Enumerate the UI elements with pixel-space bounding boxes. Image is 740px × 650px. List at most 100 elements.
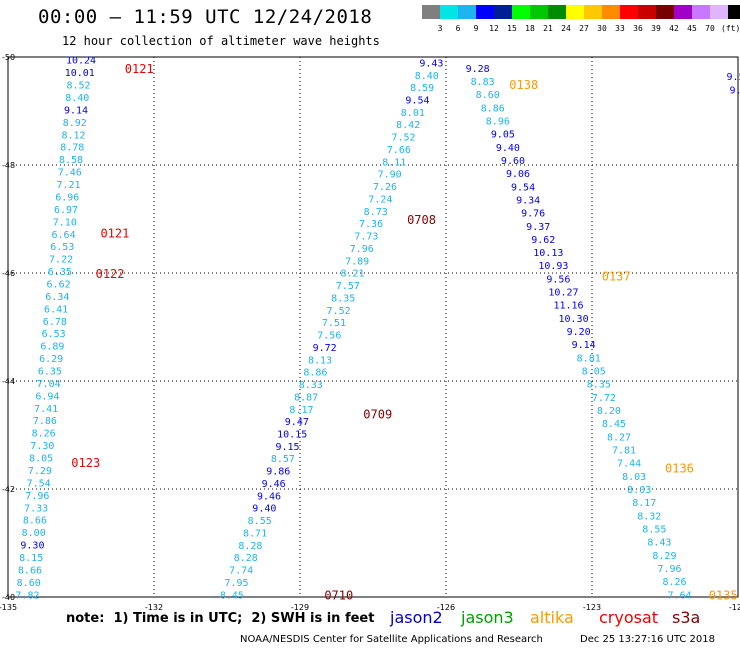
wave-height-value: 10.15	[277, 429, 307, 440]
wave-height-value: 6.41	[44, 304, 68, 315]
scale-swatch	[620, 5, 638, 19]
scale-swatch	[584, 5, 602, 19]
wave-height-value: 8.55	[248, 516, 272, 527]
wave-height-value: 8.42	[396, 120, 420, 131]
pass-time-label: 0121	[100, 227, 129, 241]
wave-height-value: 7.66	[387, 145, 411, 156]
wave-height-value: 6.94	[35, 391, 59, 402]
wave-height-value: 8.87	[294, 392, 318, 403]
scale-unit-label: (ft)	[721, 24, 740, 33]
wave-height-value: 7.54	[27, 478, 51, 489]
wave-height-value: 8.29	[652, 551, 676, 562]
latitude-tick-label: -50	[2, 53, 15, 62]
wave-height-value: 8.32	[637, 511, 661, 522]
wave-height-value: 7.41	[34, 404, 58, 415]
wave-height-value: 9.46	[262, 479, 286, 490]
scale-swatch	[638, 5, 656, 19]
pass-time-label: 0710	[324, 588, 353, 602]
wave-height-value: 10.24	[66, 56, 96, 67]
scale-tick-label: 45	[687, 24, 697, 33]
scale-tick-label: 27	[579, 24, 589, 33]
wave-height-value: 7.36	[359, 219, 383, 230]
wave-height-value: 8.45	[220, 590, 244, 601]
longitude-tick-label: -123	[583, 603, 601, 612]
wave-height-value: 6.34	[45, 292, 69, 303]
scale-swatch	[530, 5, 548, 19]
wave-height-value: 8.73	[364, 207, 388, 218]
wave-height-value: 7.10	[53, 217, 77, 228]
longitude-tick-label: -120	[729, 603, 740, 612]
scale-swatch	[458, 5, 476, 19]
wave-height-value: 10.13	[533, 248, 563, 259]
pass-time-label: 0138	[509, 78, 538, 92]
scale-tick-label: 24	[561, 24, 571, 33]
scale-swatch	[674, 5, 692, 19]
wave-height-value: 8.28	[234, 553, 258, 564]
wave-height-value: 10.93	[538, 261, 568, 272]
satellite-legend-entry: altika	[530, 608, 574, 627]
chart-title: 00:00 – 11:59 UTC 12/24/2018	[38, 6, 373, 28]
plot-frame	[7, 56, 739, 598]
scale-swatch	[656, 5, 674, 19]
wave-height-value: 8.27	[607, 432, 631, 443]
wave-height-value: 7.86	[33, 416, 57, 427]
wave-height-value: 7.46	[58, 168, 82, 179]
scale-swatch	[476, 5, 494, 19]
wave-height-value: 8.81	[577, 353, 601, 364]
latitude-tick-label: -46	[2, 269, 15, 278]
longitude-tick-label: -129	[291, 603, 309, 612]
credit-text: NOAA/NESDIS Center for Satellite Applica…	[240, 634, 543, 645]
wave-height-value: 8.28	[238, 541, 262, 552]
wave-height-value: 9.72	[313, 343, 337, 354]
wave-height-value: 7.64	[668, 590, 692, 601]
wave-height-value: 7.52	[327, 306, 351, 317]
wave-height-value: 9.40	[252, 504, 276, 515]
wave-height-value: 9.46	[257, 491, 281, 502]
generation-timestamp: Dec 25 13:27:16 UTC 2018	[580, 634, 715, 645]
wave-height-value: 8.92	[63, 118, 87, 129]
wave-height-value: 7.24	[368, 194, 392, 205]
pass-time-label: 0137	[602, 270, 631, 284]
scale-tick-label: 9	[473, 24, 479, 33]
wave-height-value: 8.11	[382, 157, 406, 168]
wave-height-value: 9.60	[501, 156, 525, 167]
wave-height-value: 6.29	[39, 354, 63, 365]
wave-height-value: 9.06	[506, 169, 530, 180]
wave-height-value: 8.01	[401, 108, 425, 119]
wave-height-value: 9.54	[405, 96, 429, 107]
satellite-legend-entry: jason3	[461, 608, 514, 627]
wave-height-value: 7.72	[592, 393, 616, 404]
wave-height-value: 7.30	[30, 441, 54, 452]
wave-height-value: 8.78	[60, 143, 84, 154]
wave-height-value: 11.16	[553, 301, 583, 312]
longitude-tick-label: -135	[0, 603, 17, 612]
wave-height-value: 7.52	[392, 133, 416, 144]
pass-time-label: 0121	[125, 62, 154, 76]
scale-swatch	[692, 5, 710, 19]
scale-swatch	[566, 5, 584, 19]
latitude-tick-label: -48	[2, 161, 15, 170]
wave-height-value: 7.29	[28, 466, 52, 477]
wave-height-value: 7.33	[24, 503, 48, 514]
wave-height-value: 7.44	[617, 459, 641, 470]
wave-height-value: 7.56	[317, 331, 341, 342]
chart-subtitle: 12 hour collection of altimeter wave hei…	[62, 34, 380, 48]
scale-tick-label: 21	[543, 24, 553, 33]
wave-height-value: 9.15	[276, 442, 300, 453]
wave-height-value: 7.22	[49, 255, 73, 266]
wave-height-value: 8.83	[471, 77, 495, 88]
wave-height-value: 6.53	[50, 242, 74, 253]
wave-height-value: 8.86	[481, 103, 505, 114]
wave-height-value: 8.26	[32, 429, 56, 440]
wave-height-value: 8.58	[59, 155, 83, 166]
scale-tick-label: 36	[633, 24, 643, 33]
longitude-tick-label: -126	[437, 603, 455, 612]
wave-height-value: 10.01	[65, 68, 95, 79]
satellite-legend-entry: cryosat	[599, 608, 659, 627]
wave-height-value: 8.17	[289, 405, 313, 416]
wave-height-value: 6.35	[38, 367, 62, 378]
scale-tick-label: 15	[507, 24, 517, 33]
wave-height-value: 9.28	[466, 64, 490, 75]
wave-height-value: 8.66	[23, 516, 47, 527]
